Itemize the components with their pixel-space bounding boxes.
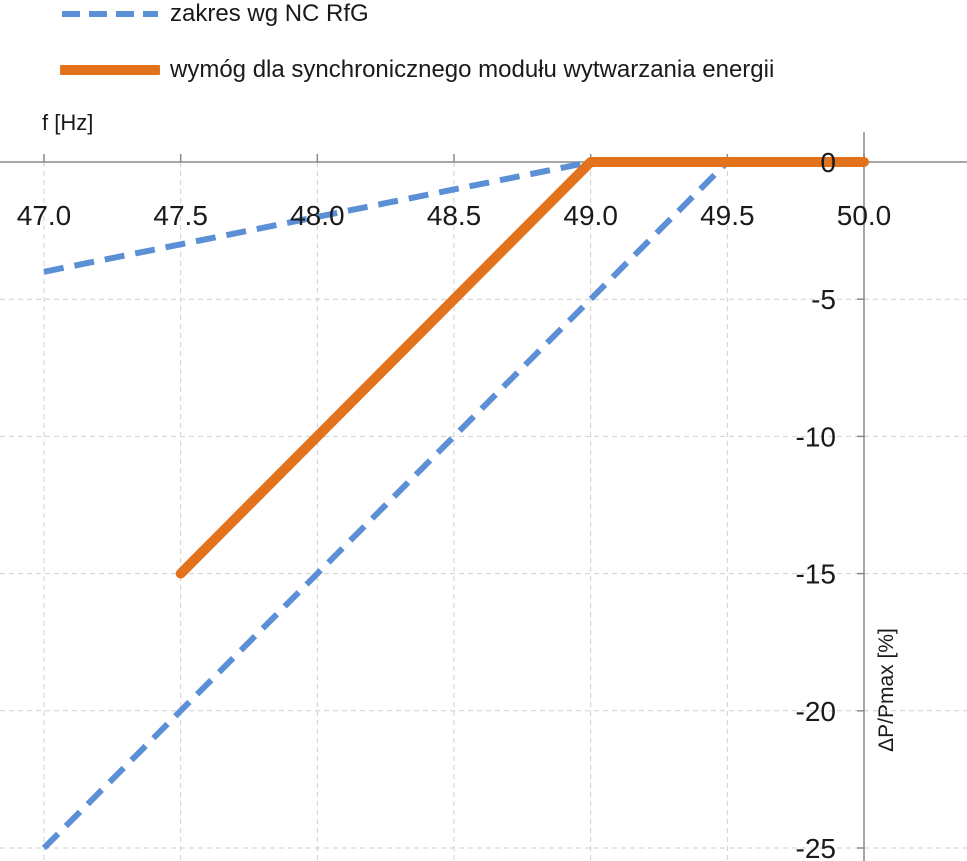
x-tick-label-2: 48.0 bbox=[290, 200, 345, 231]
x-tick-label-5: 49.5 bbox=[700, 200, 755, 231]
legend-label-requirement: wymóg dla synchronicznego modułu wytwarz… bbox=[170, 56, 775, 83]
y-tick-label-1: -5 bbox=[811, 284, 836, 315]
x-tick-label-4: 49.0 bbox=[563, 200, 618, 231]
legend-item-nc-rfg: zakres wg NC RfG bbox=[60, 0, 369, 28]
x-axis-title: f [Hz] bbox=[42, 110, 94, 135]
y-tick-label-5: -25 bbox=[796, 833, 836, 861]
y-tick-label-0: 0 bbox=[820, 147, 836, 178]
series-requirement-line bbox=[175, 157, 869, 579]
y-tick-label-4: -20 bbox=[796, 696, 836, 727]
x-tick-label-6: 50.0 bbox=[837, 200, 892, 231]
x-tick-label-3: 48.5 bbox=[427, 200, 482, 231]
legend-swatch-solid-orange bbox=[60, 65, 160, 75]
legend-label-nc-rfg: zakres wg NC RfG bbox=[170, 0, 369, 27]
y-tick-label-2: -10 bbox=[796, 421, 836, 452]
x-tick-label-0: 47.0 bbox=[17, 200, 72, 231]
y-tick-label-3: -15 bbox=[796, 559, 836, 590]
legend-item-requirement: wymóg dla synchronicznego modułu wytwarz… bbox=[60, 56, 774, 84]
legend-swatch-dashed-blue bbox=[62, 11, 158, 17]
series-nc-rfg-line-1 bbox=[41, 159, 730, 851]
x-tick-label-1: 47.5 bbox=[153, 200, 208, 231]
